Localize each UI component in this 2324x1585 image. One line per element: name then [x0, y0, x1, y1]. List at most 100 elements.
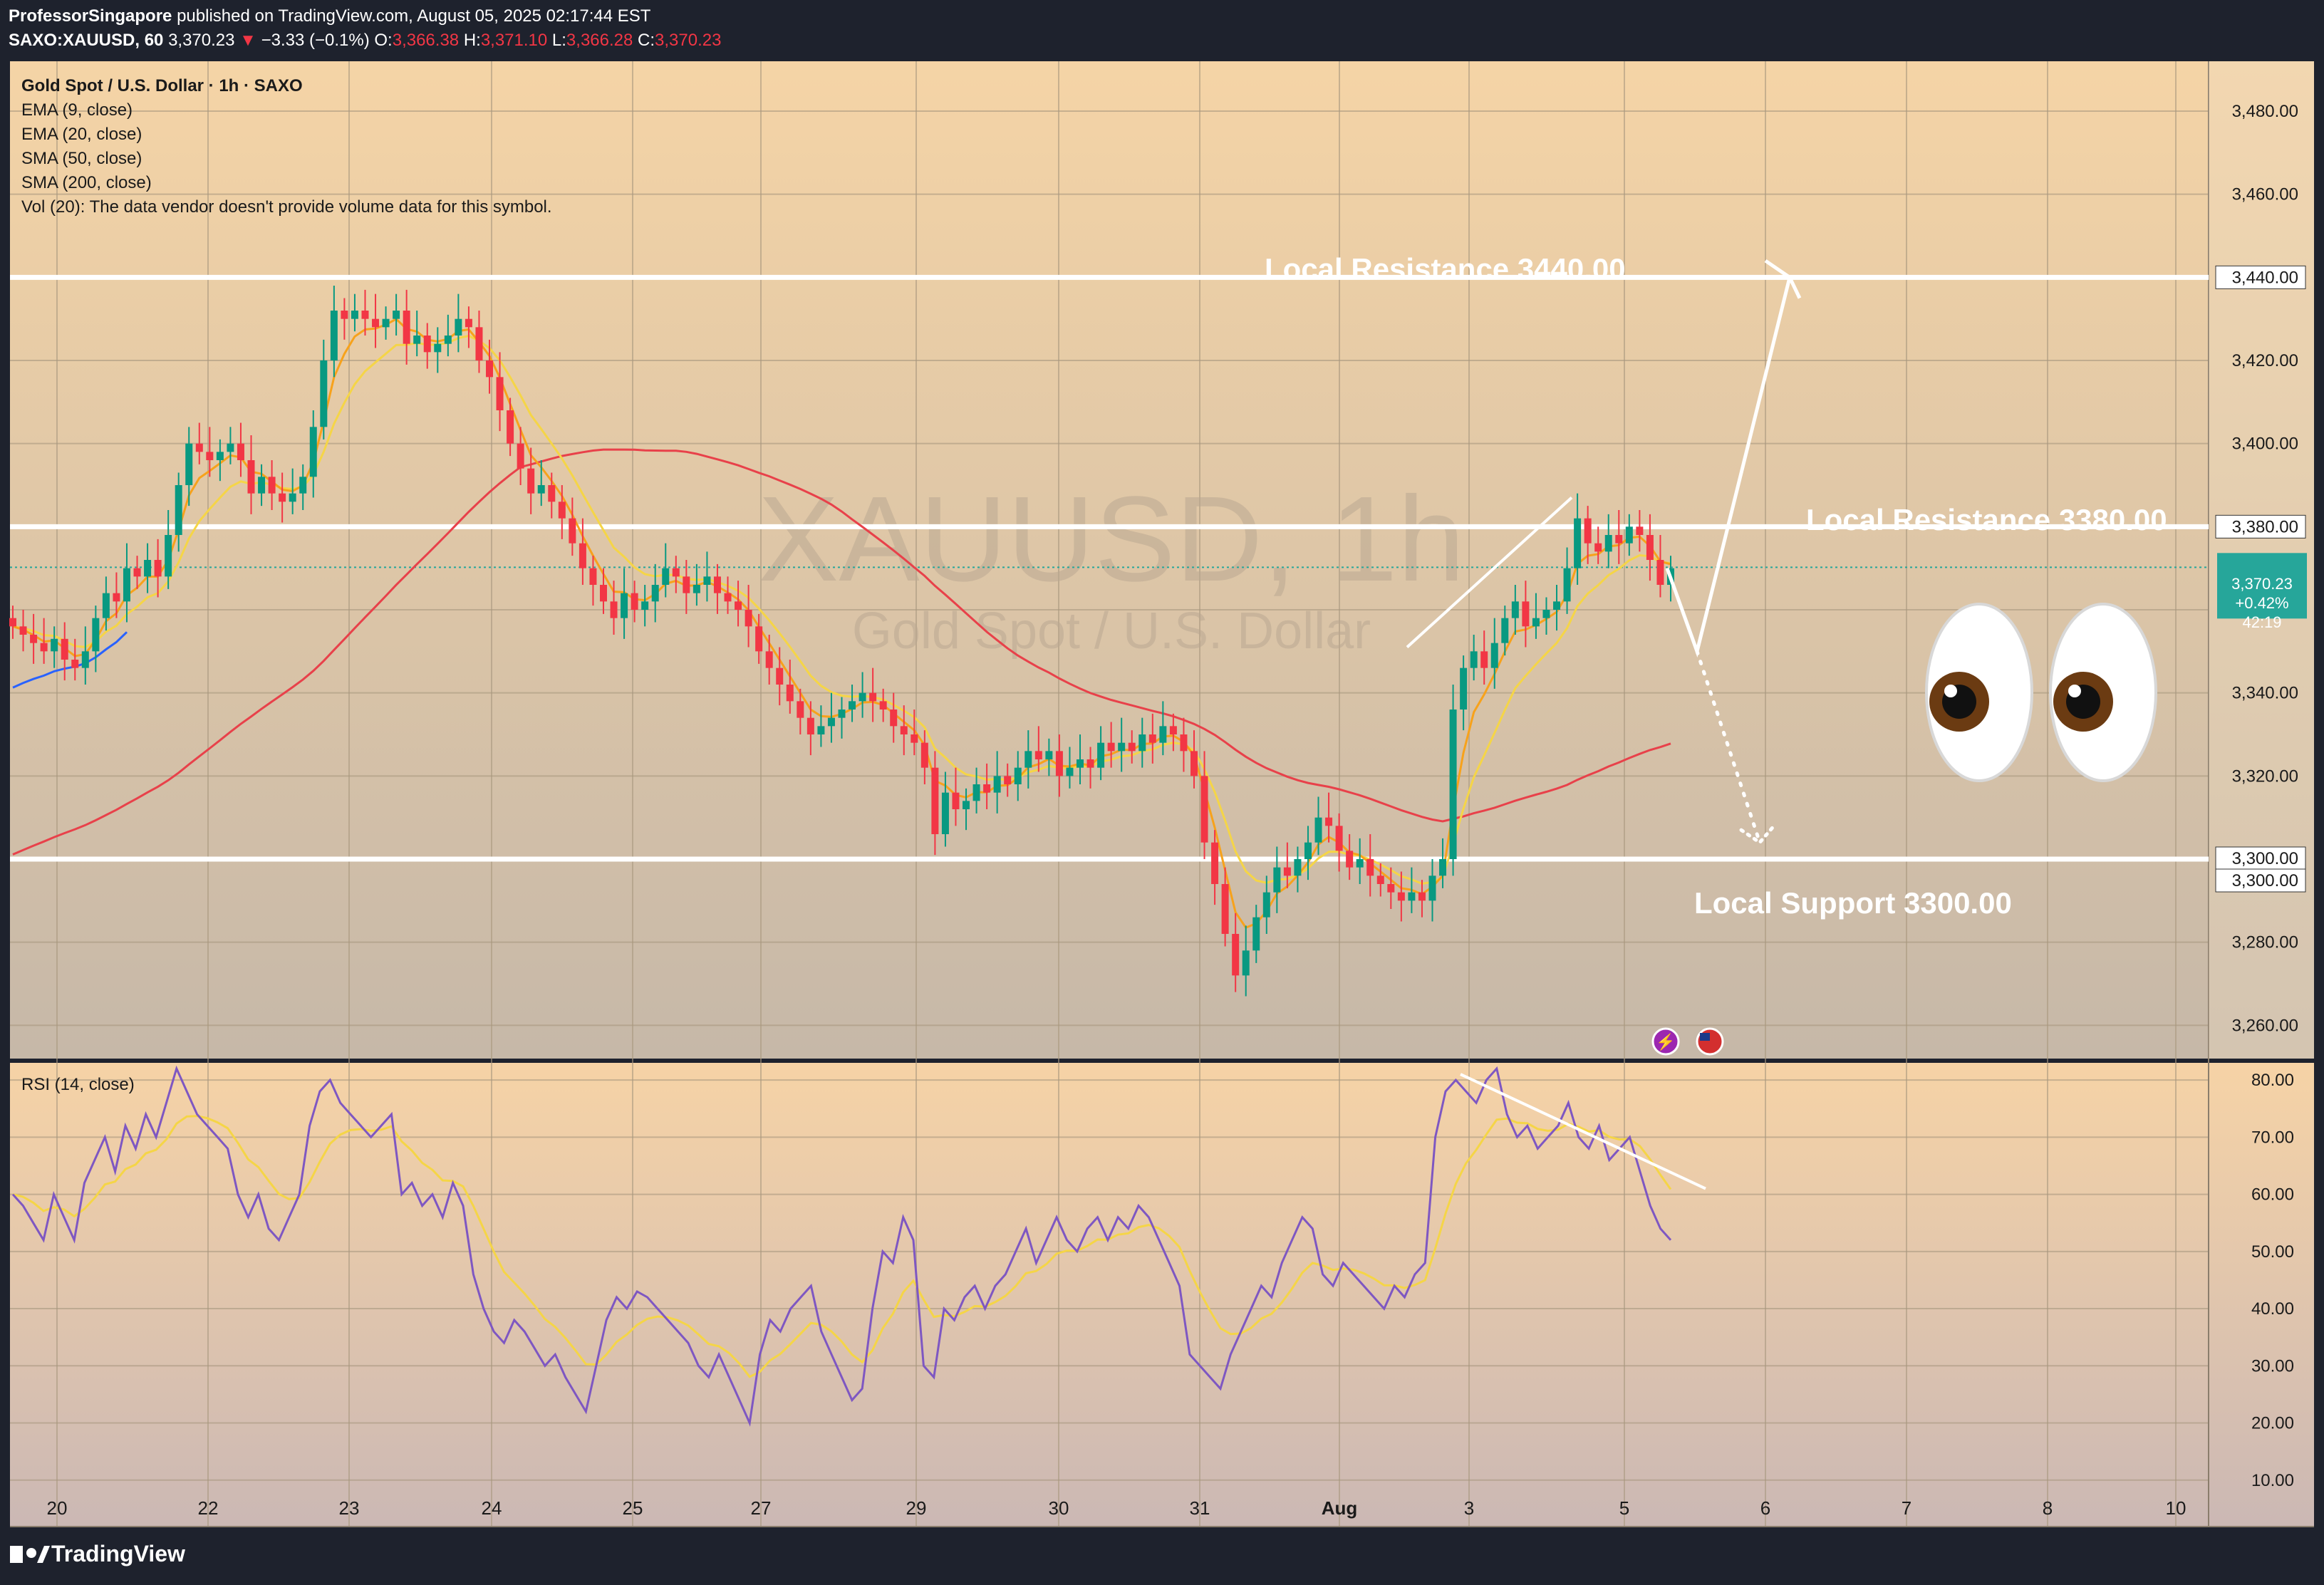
bearish-projection-path[interactable]: [1695, 649, 1762, 845]
rsi-divergence-trendline[interactable]: [1460, 1073, 1706, 1190]
symbol-interval[interactable]: SAXO:XAUUSD, 60: [9, 31, 163, 50]
candle-body: [1594, 543, 1602, 552]
candle-body: [1460, 667, 1468, 710]
candle-body: [900, 726, 908, 734]
candle-body: [1553, 601, 1561, 610]
candle-body: [1604, 535, 1612, 552]
current-price-badge: 3,370.23 +0.42% 42:19: [2217, 553, 2307, 631]
candle-body: [475, 327, 483, 360]
watermark-symbol: XAUUSD, 1h: [758, 472, 1465, 607]
legend-title[interactable]: Gold Spot / U.S. Dollar · 1h · SAXO: [21, 76, 303, 95]
rising-wedge-trendline[interactable]: [1406, 497, 1573, 648]
candle-body: [1169, 726, 1177, 734]
candle-body: [610, 601, 618, 618]
candle-body: [941, 792, 949, 834]
publish-line: ProfessorSingapore published on TradingV…: [9, 6, 651, 26]
watermark-description: Gold Spot / U.S. Dollar: [852, 603, 1371, 660]
us-flag-icon[interactable]: [1696, 1027, 1724, 1056]
candle-body: [444, 336, 452, 344]
candle-body: [1066, 767, 1074, 776]
legend-sma50[interactable]: SMA (50, close): [21, 149, 142, 168]
time-tick-label: 31: [1190, 1497, 1210, 1519]
candle-body: [1511, 601, 1519, 618]
time-tick-label: 7: [1902, 1497, 1911, 1519]
candle-body: [1656, 560, 1664, 585]
rsi-tick-label: 30.00: [2251, 1356, 2294, 1376]
candle-body: [662, 568, 670, 585]
legend-volume[interactable]: Vol (20): The data vendor doesn't provid…: [21, 197, 552, 217]
price-tick-label: 3,260.00: [2232, 1016, 2298, 1035]
candle-body: [1532, 618, 1540, 627]
candle-body: [268, 477, 276, 494]
candle-body: [1118, 742, 1126, 752]
events-lightning-icon[interactable]: [1651, 1027, 1680, 1056]
candle-body: [309, 427, 317, 477]
candle-body: [279, 493, 286, 502]
last-price: 3,370.23: [168, 31, 234, 50]
candle-body: [548, 485, 556, 502]
candle-body: [797, 701, 804, 718]
time-tick-label: Aug: [1322, 1497, 1358, 1519]
h-value: 3,371.10: [481, 31, 547, 50]
candle-body: [382, 318, 390, 328]
candle-body: [651, 585, 659, 602]
candle-body: [1211, 842, 1219, 884]
price-tick-label: 3,460.00: [2232, 185, 2298, 204]
candle-body: [486, 360, 494, 378]
candle-body: [1428, 875, 1436, 901]
rsi-tick-label: 60.00: [2251, 1185, 2294, 1205]
time-tick-label: 3: [1464, 1497, 1474, 1519]
level-price-label: 3,300.00: [2232, 849, 2298, 868]
candle-body: [1180, 734, 1188, 752]
candle-body: [1615, 535, 1623, 544]
candle-body: [1077, 759, 1084, 768]
candle-body: [703, 576, 711, 585]
rsi-tick-label: 70.00: [2251, 1128, 2294, 1147]
candle-body: [1625, 526, 1633, 544]
candle-body: [1376, 875, 1384, 884]
candle-body: [963, 801, 970, 809]
change-value: −3.33 (−0.1%): [261, 31, 370, 50]
candle-body: [237, 443, 244, 460]
candle-body: [1408, 892, 1416, 901]
candle-body: [683, 576, 690, 593]
time-tick-label: 25: [623, 1497, 643, 1519]
rsi-axis: 80.00 70.00 60.00 50.00 40.00 30.00 20.00 10.00: [2251, 1071, 2294, 1490]
drawings: [1406, 259, 1802, 1190]
candle-body: [1325, 817, 1333, 826]
candle-body: [1004, 776, 1012, 784]
candle-body: [320, 360, 328, 427]
legend-ema9[interactable]: EMA (9, close): [21, 100, 133, 120]
publisher-name[interactable]: ProfessorSingapore: [9, 6, 172, 26]
time-tick-label: 8: [2043, 1497, 2053, 1519]
candle-body: [558, 502, 566, 519]
bullish-arrow-head: [1764, 259, 1802, 299]
candle-body: [1304, 842, 1312, 859]
legend-sma200[interactable]: SMA (200, close): [21, 173, 152, 192]
time-tick-label: 20: [47, 1497, 68, 1519]
candle-body: [144, 560, 152, 577]
level-price-label: 3,300.00: [2232, 871, 2298, 890]
candle-body: [496, 377, 504, 410]
legend-ema20[interactable]: EMA (20, close): [21, 125, 142, 144]
candle-body: [1097, 742, 1105, 768]
candle-body: [1636, 526, 1644, 535]
rsi-legend[interactable]: RSI (14, close): [21, 1075, 135, 1094]
candle-body: [869, 692, 877, 702]
us-flag-canton: [1700, 1033, 1710, 1041]
candles: [9, 286, 1674, 997]
level-price-box: [2215, 265, 2306, 289]
candle-body: [858, 692, 866, 702]
candle-body: [227, 443, 234, 452]
candle-body: [206, 452, 214, 460]
level-price-label: 3,380.00: [2232, 517, 2298, 536]
candle-body: [735, 601, 742, 610]
candle-body: [413, 336, 421, 344]
tradingview-logo[interactable]: TradingView: [10, 1541, 185, 1566]
candle-body: [1034, 751, 1042, 759]
candle-body: [641, 601, 649, 610]
candle-body: [1252, 917, 1260, 951]
candle-body: [1086, 759, 1094, 768]
badge-change: +0.42%: [2235, 594, 2288, 612]
price-tick-label: 3,400.00: [2232, 435, 2298, 454]
